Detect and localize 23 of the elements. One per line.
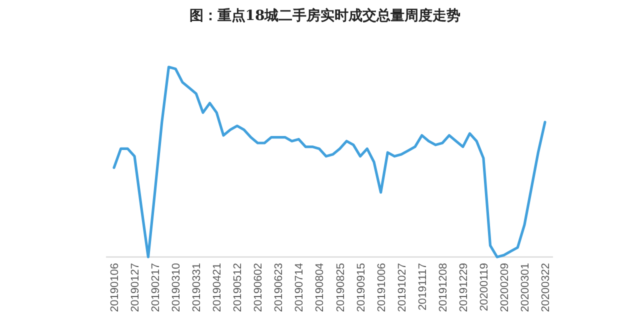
x-tick-label: 20190310 [170, 263, 183, 312]
x-tick-label: 20190804 [314, 263, 326, 312]
x-tick-label: 20200209 [498, 263, 511, 312]
x-tick-label: 20191208 [437, 263, 450, 312]
x-tick-label: 20190602 [252, 263, 265, 312]
x-tick-label: 20190512 [232, 263, 244, 312]
x-tick-label: 20190915 [355, 263, 368, 312]
chart-title: 图：重点18城二手房实时成交总量周度走势 [189, 7, 461, 24]
x-tick-label: 20191027 [396, 263, 408, 312]
x-tick-label: 20200322 [540, 263, 552, 312]
x-tick-label: 20191117 [416, 263, 429, 310]
x-tick-label: 20200301 [519, 263, 532, 312]
x-tick-label: 20200119 [478, 263, 490, 312]
x-tick-label: 20190217 [150, 263, 162, 312]
x-tick-label: 20190421 [212, 263, 224, 312]
x-tick-label: 20191229 [458, 263, 470, 312]
x-tick-label: 20190106 [109, 263, 121, 312]
x-tick-label: 20190331 [191, 263, 204, 312]
x-tick-label: 20190623 [273, 263, 286, 312]
x-tick-label: 20190714 [294, 263, 306, 312]
x-tick-label: 20190127 [130, 263, 142, 312]
x-tick-label: 20191006 [376, 263, 388, 312]
x-tick-label: 20190825 [334, 263, 347, 312]
